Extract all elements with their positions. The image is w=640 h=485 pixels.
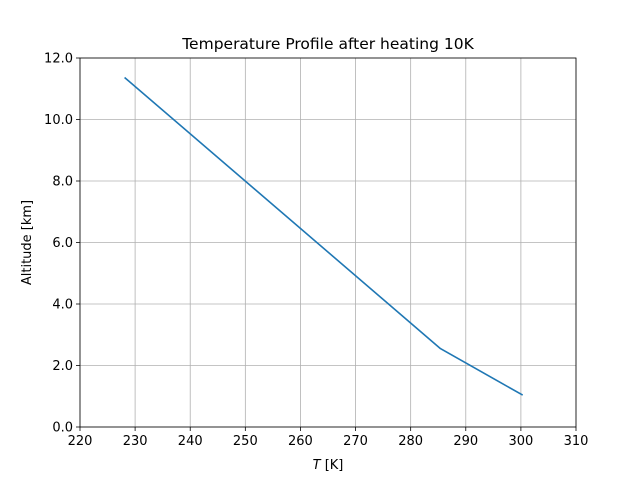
series-layer [124, 76, 524, 396]
x-tick-label: 310 [564, 434, 589, 449]
x-tick-label: 300 [508, 434, 533, 449]
temperature-profile-line [124, 76, 524, 396]
y-tick-label: 12.0 [44, 52, 73, 67]
y-tick-label: 8.0 [52, 175, 73, 190]
x-axis-label-unit: [K] [321, 458, 344, 473]
y-tick-label: 4.0 [52, 298, 73, 313]
x-axis-label: T [K] [313, 458, 344, 473]
y-tick-label: 2.0 [52, 359, 73, 374]
x-tick-label: 250 [233, 434, 258, 449]
grid [79, 57, 577, 428]
ticks: 220 230 240 250 260 270 280 290 300 310 0.0 2.0 4.0 6… [44, 52, 588, 450]
y-tick-label: 0.0 [52, 421, 73, 436]
x-tick-label: 290 [453, 434, 478, 449]
y-axis-label: Altitude [km] [20, 200, 35, 285]
x-tick-label: 220 [68, 434, 93, 449]
x-tick-label: 230 [123, 434, 148, 449]
chart-title: Temperature Profile after heating 10K [181, 35, 474, 53]
x-tick-label: 270 [343, 434, 368, 449]
y-tick-label: 6.0 [52, 236, 73, 251]
x-tick-label: 280 [398, 434, 423, 449]
x-axis-label-symbol: T [313, 458, 322, 473]
x-tick-label: 240 [178, 434, 203, 449]
y-tick-label: 10.0 [44, 113, 73, 128]
x-tick-label: 260 [288, 434, 313, 449]
